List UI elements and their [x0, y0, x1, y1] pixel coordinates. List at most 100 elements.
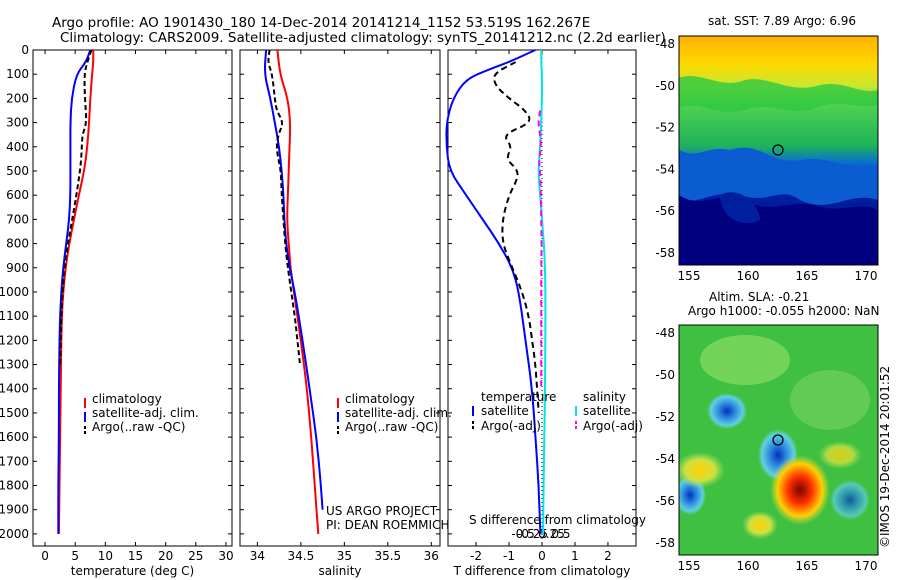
y-tick-label: 300 — [6, 116, 29, 130]
x-tick-label: 5 — [71, 549, 79, 563]
map-x-tick-label: 155 — [678, 559, 701, 573]
map-x-tick-label: 165 — [796, 559, 819, 573]
x-tick-label: 1 — [571, 549, 579, 563]
map-x-tick-label: 155 — [678, 269, 701, 283]
s-tick-label: 0.5 — [551, 527, 570, 541]
figure-title-line1: Argo profile: AO 1901430_180 14-Dec-2014… — [52, 15, 590, 31]
x-axis-label: temperature (deg C) — [71, 564, 194, 578]
map-y-tick-label: -56 — [655, 204, 675, 218]
x-tick-label: 2 — [604, 549, 612, 563]
panel3-legend: temperature salinity satellite Argo(-adj… — [469, 390, 646, 527]
y-tick-label: 500 — [6, 164, 29, 178]
sst-eddy — [720, 192, 760, 224]
series-line-argo-raw-qc- — [267, 49, 301, 365]
sst-map-frame — [678, 35, 879, 266]
sla-low-spot — [707, 393, 747, 429]
sla-map-title2: Argo h1000: -0.055 h2000: NaN — [688, 304, 880, 318]
sst-map-title: sat. SST: 7.89 Argo: 6.96 — [708, 14, 856, 28]
y-tick-label: 1200 — [0, 333, 29, 347]
figure-title-line2: Climatology: CARS2009. Satellite-adjuste… — [60, 30, 666, 46]
x-tick-label: 36 — [424, 549, 439, 563]
argo-float-marker — [772, 144, 784, 156]
pi-label: PI: DEAN ROEMMICH — [326, 518, 449, 532]
y-tick-label: 1900 — [0, 503, 29, 517]
legend-label-argo: Argo(..raw -QC) — [345, 420, 438, 434]
map-y-tick-label: -58 — [655, 246, 675, 260]
map-y-tick-label: -54 — [655, 452, 675, 466]
y-tick-label: 1500 — [0, 406, 29, 420]
panel-2: 34 34.5 35 35.5 36 salinity — [239, 49, 441, 578]
y-tick-label: 600 — [6, 188, 29, 202]
legend-label-climatology: climatology — [345, 392, 415, 406]
x-tick-label: 35.5 — [374, 549, 401, 563]
map-x-tick-label: 160 — [737, 559, 760, 573]
sst-cold-front — [679, 147, 878, 205]
x-tick-label: -2 — [470, 549, 482, 563]
sst-map: sat. SST: 7.89 Argo: 6.96 — [678, 14, 879, 266]
x-tick-label: 34 — [250, 549, 265, 563]
series-line-temperature-satellite — [445, 49, 542, 534]
panel2-legend: climatology satellite-adj. clim. Argo(..… — [326, 392, 452, 532]
y-tick-label: 1300 — [0, 358, 29, 372]
series-line-climatology — [276, 49, 320, 534]
s-tick-label: -0.5 — [511, 527, 534, 541]
sla-map-title1: Altim. SLA: -0.21 — [709, 290, 809, 304]
map-y-tick-label: -54 — [655, 162, 675, 176]
x-tick-label: 25 — [188, 549, 203, 563]
s-tick-label: 0 — [538, 527, 546, 541]
y-tick-label: 1400 — [0, 382, 29, 396]
map-y-tick-label: -48 — [655, 326, 675, 340]
legend-label-argo: Argo(..raw -QC) — [92, 420, 185, 434]
series-line-argo-raw-qc- — [59, 49, 93, 365]
legend-label-sal-satellite: satellite — [583, 404, 631, 418]
y-tick-label: 700 — [6, 212, 29, 226]
panel-1: 0 5 10 15 20 25 30 temperature (deg C) 0 100 200 30… — [0, 43, 234, 578]
legend-label-satellite: satellite-adj. clim. — [345, 406, 452, 420]
y-tick-label: 900 — [6, 261, 29, 275]
map-y-tick-label: -52 — [655, 410, 675, 424]
y-tick-label: 200 — [6, 91, 29, 105]
panel-frame — [32, 49, 233, 547]
imos-watermark: ©IMOS 19-Dec-2014 20:01:52 — [878, 366, 892, 548]
map-y-tick-label: -56 — [655, 494, 675, 508]
map-y-tick-label: -52 — [655, 121, 675, 135]
series-line-climatology — [57, 50, 95, 534]
y-tick-label: 800 — [6, 237, 29, 251]
map-y-tick-label: -48 — [655, 37, 675, 51]
s-difference-label: S difference from climatology — [469, 513, 646, 527]
y-tick-label: 1800 — [0, 479, 29, 493]
y-tick-label: 1700 — [0, 454, 29, 468]
x-tick-label: -1 — [503, 549, 515, 563]
x-axis-label: salinity — [318, 564, 361, 578]
legend-label-satellite: satellite-adj. clim. — [92, 406, 199, 420]
map-y-tick-label: -50 — [655, 79, 675, 93]
series-line-salinity-argo-adj- — [537, 110, 543, 389]
y-tick-label: 1600 — [0, 430, 29, 444]
x-tick-label: 0 — [41, 549, 49, 563]
sla-map-frame — [678, 324, 879, 556]
map-x-tick-label: 170 — [855, 559, 878, 573]
x-tick-label: 15 — [128, 549, 143, 563]
series-line-salinity-satellite — [537, 50, 547, 534]
y-tick-label: 2000 — [0, 527, 29, 541]
series-line-temperature-argo-adj- — [492, 61, 540, 413]
x-tick-label: 30 — [218, 549, 233, 563]
map-y-tick-label: -58 — [655, 536, 675, 550]
y-tick-label: 0 — [21, 43, 29, 57]
sla-map: Altim. SLA: -0.21 Argo h1000: -0.055 h20… — [678, 290, 880, 556]
project-label: US ARGO PROJECT — [326, 504, 438, 518]
x-tick-label: 10 — [98, 549, 113, 563]
legend-label-temp-argo: Argo(-adj) — [481, 419, 541, 433]
map-x-tick-label: 160 — [737, 269, 760, 283]
y-tick-label: 1100 — [0, 309, 29, 323]
series-line-satellite-adj-clim- — [57, 49, 92, 534]
y-tick-label: 1000 — [0, 285, 29, 299]
series-line-satellite-adj-clim- — [264, 49, 324, 510]
legend-label-climatology: climatology — [92, 392, 162, 406]
y-tick-label: 100 — [6, 67, 29, 81]
x-axis-label: T difference from climatology — [453, 564, 631, 578]
y-tick-label: 400 — [6, 140, 29, 154]
x-tick-label: 34.5 — [288, 549, 315, 563]
